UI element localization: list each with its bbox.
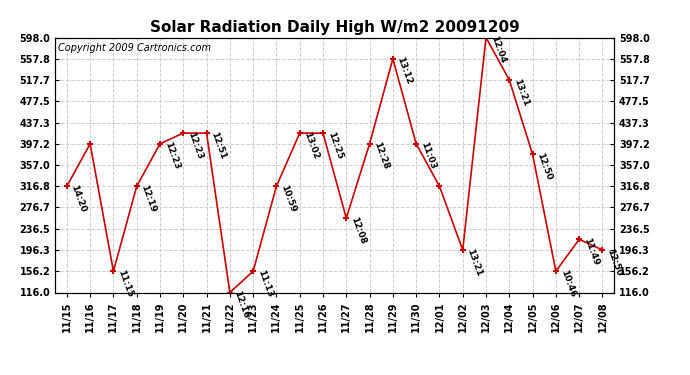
Text: 12:25: 12:25 — [326, 130, 344, 160]
Text: 11:15: 11:15 — [116, 268, 135, 298]
Title: Solar Radiation Daily High W/m2 20091209: Solar Radiation Daily High W/m2 20091209 — [150, 20, 520, 35]
Text: 12:16: 12:16 — [233, 290, 251, 320]
Text: 13:21: 13:21 — [466, 247, 484, 277]
Text: 12:50: 12:50 — [535, 152, 553, 182]
Text: 14:20: 14:20 — [70, 183, 88, 213]
Text: 10:59: 10:59 — [279, 183, 297, 213]
Text: 13:21: 13:21 — [512, 77, 531, 107]
Text: 12:04: 12:04 — [489, 35, 507, 65]
Text: 12:23: 12:23 — [163, 141, 181, 171]
Text: 11:03: 11:03 — [419, 141, 437, 171]
Text: 12:50: 12:50 — [605, 247, 624, 277]
Text: 11:13: 11:13 — [256, 268, 274, 298]
Text: 12:28: 12:28 — [373, 141, 391, 171]
Text: 10:46: 10:46 — [559, 268, 577, 298]
Text: 13:02: 13:02 — [302, 130, 321, 160]
Text: Copyright 2009 Cartronics.com: Copyright 2009 Cartronics.com — [58, 43, 211, 52]
Text: 12:19: 12:19 — [139, 183, 158, 214]
Text: 12:51: 12:51 — [209, 130, 228, 160]
Text: 11:49: 11:49 — [582, 237, 600, 267]
Text: 12:23: 12:23 — [186, 130, 204, 160]
Text: 13:12: 13:12 — [395, 56, 414, 86]
Text: 12:08: 12:08 — [349, 215, 367, 245]
